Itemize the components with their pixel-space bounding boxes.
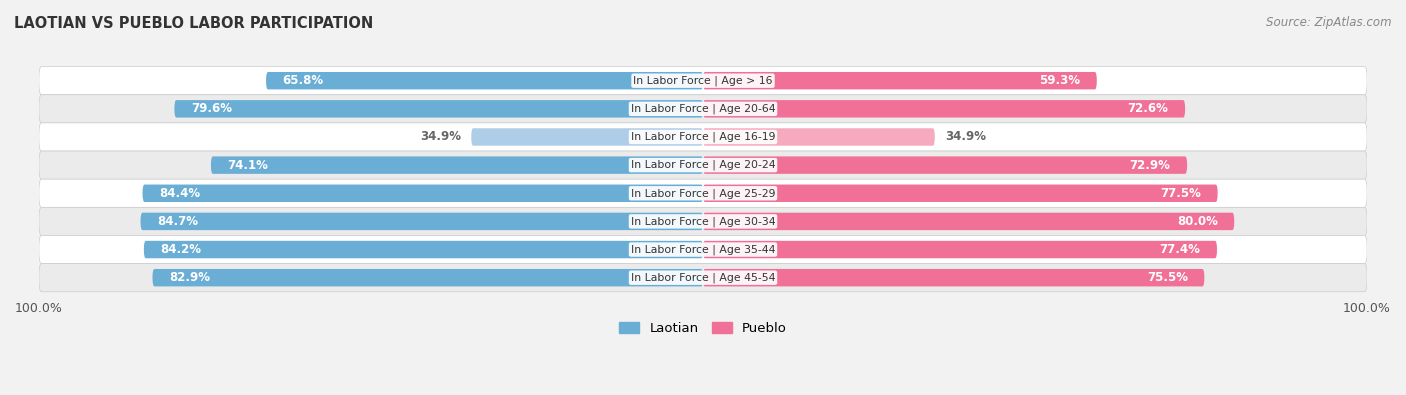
Text: Source: ZipAtlas.com: Source: ZipAtlas.com xyxy=(1267,16,1392,29)
FancyBboxPatch shape xyxy=(703,156,1187,174)
FancyBboxPatch shape xyxy=(39,263,1367,292)
Text: 34.9%: 34.9% xyxy=(420,130,461,143)
Text: In Labor Force | Age > 16: In Labor Force | Age > 16 xyxy=(633,75,773,86)
Text: 74.1%: 74.1% xyxy=(228,159,269,171)
Text: 84.7%: 84.7% xyxy=(157,215,198,228)
FancyBboxPatch shape xyxy=(142,184,703,202)
FancyBboxPatch shape xyxy=(703,241,1218,258)
FancyBboxPatch shape xyxy=(39,151,1367,179)
FancyBboxPatch shape xyxy=(39,207,1367,235)
FancyBboxPatch shape xyxy=(143,241,703,258)
Text: 79.6%: 79.6% xyxy=(191,102,232,115)
FancyBboxPatch shape xyxy=(703,100,1185,118)
Legend: Laotian, Pueblo: Laotian, Pueblo xyxy=(614,317,792,341)
FancyBboxPatch shape xyxy=(174,100,703,118)
Text: 82.9%: 82.9% xyxy=(169,271,209,284)
Text: 34.9%: 34.9% xyxy=(945,130,986,143)
Text: 84.2%: 84.2% xyxy=(160,243,201,256)
FancyBboxPatch shape xyxy=(141,213,703,230)
Text: In Labor Force | Age 45-54: In Labor Force | Age 45-54 xyxy=(631,273,775,283)
FancyBboxPatch shape xyxy=(39,235,1367,263)
FancyBboxPatch shape xyxy=(39,123,1367,151)
Text: 77.5%: 77.5% xyxy=(1160,187,1201,200)
FancyBboxPatch shape xyxy=(211,156,703,174)
Text: LAOTIAN VS PUEBLO LABOR PARTICIPATION: LAOTIAN VS PUEBLO LABOR PARTICIPATION xyxy=(14,16,374,31)
Text: 72.9%: 72.9% xyxy=(1129,159,1171,171)
Text: 59.3%: 59.3% xyxy=(1039,74,1080,87)
FancyBboxPatch shape xyxy=(471,128,703,146)
Text: 65.8%: 65.8% xyxy=(283,74,323,87)
FancyBboxPatch shape xyxy=(703,213,1234,230)
FancyBboxPatch shape xyxy=(703,184,1218,202)
Text: In Labor Force | Age 35-44: In Labor Force | Age 35-44 xyxy=(631,244,775,255)
FancyBboxPatch shape xyxy=(39,95,1367,123)
FancyBboxPatch shape xyxy=(703,269,1205,286)
Text: 80.0%: 80.0% xyxy=(1177,215,1218,228)
FancyBboxPatch shape xyxy=(39,179,1367,207)
Text: 84.4%: 84.4% xyxy=(159,187,200,200)
FancyBboxPatch shape xyxy=(39,67,1367,95)
Text: In Labor Force | Age 30-34: In Labor Force | Age 30-34 xyxy=(631,216,775,227)
Text: In Labor Force | Age 20-24: In Labor Force | Age 20-24 xyxy=(631,160,775,170)
Text: In Labor Force | Age 16-19: In Labor Force | Age 16-19 xyxy=(631,132,775,142)
Text: 77.4%: 77.4% xyxy=(1160,243,1201,256)
FancyBboxPatch shape xyxy=(703,128,935,146)
Text: 75.5%: 75.5% xyxy=(1147,271,1188,284)
Text: In Labor Force | Age 20-64: In Labor Force | Age 20-64 xyxy=(631,103,775,114)
Text: In Labor Force | Age 25-29: In Labor Force | Age 25-29 xyxy=(631,188,775,199)
FancyBboxPatch shape xyxy=(703,72,1097,89)
Text: 72.6%: 72.6% xyxy=(1128,102,1168,115)
FancyBboxPatch shape xyxy=(152,269,703,286)
FancyBboxPatch shape xyxy=(266,72,703,89)
